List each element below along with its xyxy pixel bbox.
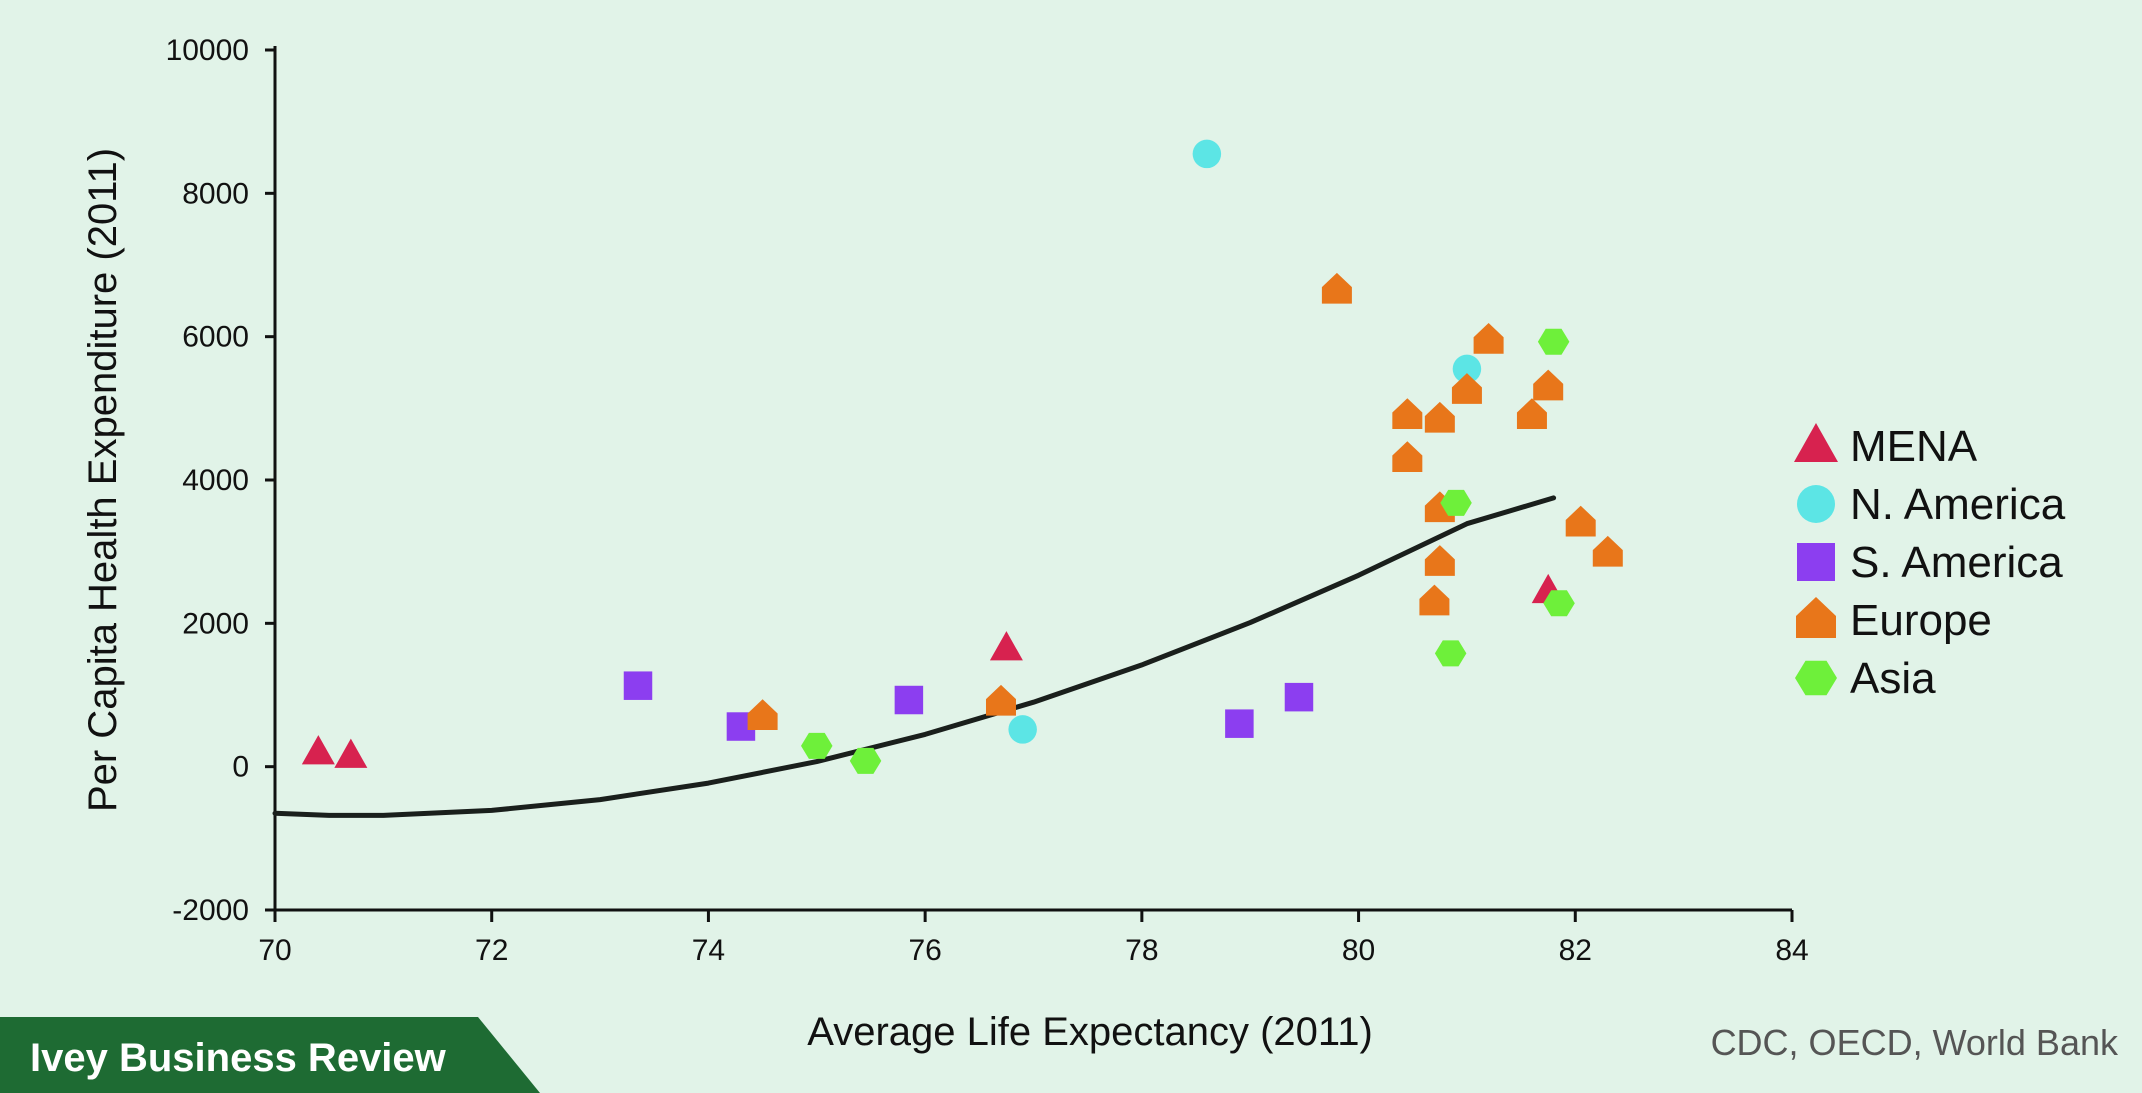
data-point-asia: [1440, 489, 1472, 516]
x-tick-label: 76: [908, 934, 941, 967]
data-point-europe: [1424, 545, 1455, 576]
trendline-curve: [272, 495, 1557, 818]
data-point-europe: [747, 699, 778, 730]
data-point-n-america: [1452, 354, 1482, 384]
legend-marker-asia: [1795, 660, 1837, 696]
data-point-europe: [1592, 535, 1623, 567]
legend-marker-s-america: [1797, 543, 1835, 581]
trendline: [272, 495, 1557, 818]
y-tick-label: 0: [232, 751, 249, 784]
x-axis-title: Average Life Expectancy (2011): [807, 1010, 1373, 1054]
y-tick-label: 10000: [166, 34, 249, 67]
x-tick-label: 78: [1125, 934, 1158, 967]
data-points: [301, 139, 1623, 774]
legend-marker-mena: [1794, 423, 1838, 462]
legend-label-mena: MENA: [1850, 422, 1978, 471]
legend-marker-europe: [1796, 597, 1836, 638]
data-point-asia: [1543, 590, 1575, 617]
legend-label-europe: Europe: [1850, 596, 1992, 645]
x-tick-label: 84: [1775, 934, 1808, 967]
data-point-europe: [1419, 584, 1450, 616]
y-tick-label: 2000: [182, 607, 249, 640]
data-point-europe: [1424, 401, 1455, 433]
data-point-europe: [1321, 272, 1352, 304]
data-point-asia: [849, 747, 882, 774]
data-point-asia: [1537, 328, 1570, 355]
y-tick-label: 6000: [182, 321, 249, 354]
data-point-mena: [301, 735, 335, 765]
data-point-n-america: [1008, 715, 1037, 744]
data-point-s-america: [894, 685, 924, 715]
x-tick-label: 74: [692, 934, 725, 967]
x-tick-label: 70: [258, 934, 291, 967]
data-point-s-america: [1225, 709, 1254, 738]
source-note: CDC, OECD, World Bank: [1711, 1022, 2119, 1063]
data-point-europe: [1533, 369, 1564, 401]
data-point-s-america: [1284, 682, 1314, 712]
x-tick-label: 80: [1342, 934, 1375, 967]
data-point-europe: [1565, 505, 1596, 537]
y-tick-label: 8000: [182, 177, 249, 210]
data-point-europe: [1473, 323, 1504, 354]
data-point-europe: [1392, 441, 1423, 472]
y-tick-label: 4000: [182, 464, 249, 497]
data-point-mena: [334, 738, 368, 768]
data-point-europe: [1516, 398, 1547, 429]
data-point-europe: [1392, 398, 1423, 429]
data-point-mena: [989, 631, 1023, 661]
legend: MENA N. America S. America Europe Asia: [1794, 422, 2066, 703]
y-axis-title: Per Capita Health Expenditure (2011): [81, 148, 125, 812]
legend-label-s-america: S. America: [1850, 538, 2063, 587]
y-tick-label: -2000: [172, 894, 249, 927]
brand-banner-background: [0, 1017, 540, 1093]
brand-banner: Ivey Business Review: [0, 1017, 540, 1093]
brand-name: Ivey Business Review: [30, 1036, 447, 1080]
axes: -2000 0 2000 4000 6000 8000 10000 70 72 74 76 78 80 8…: [166, 34, 1809, 967]
data-point-europe: [1451, 373, 1482, 404]
data-point-asia: [1434, 640, 1467, 667]
legend-label-asia: Asia: [1850, 654, 1936, 703]
legend-label-n-america: N. America: [1850, 480, 2066, 529]
legend-marker-n-america: [1797, 485, 1835, 523]
x-tick-label: 72: [475, 934, 508, 967]
x-tick-label: 82: [1559, 934, 1592, 967]
data-point-asia: [801, 732, 833, 759]
data-point-europe: [985, 684, 1016, 716]
data-point-s-america: [623, 671, 653, 700]
data-point-n-america: [1192, 139, 1222, 169]
